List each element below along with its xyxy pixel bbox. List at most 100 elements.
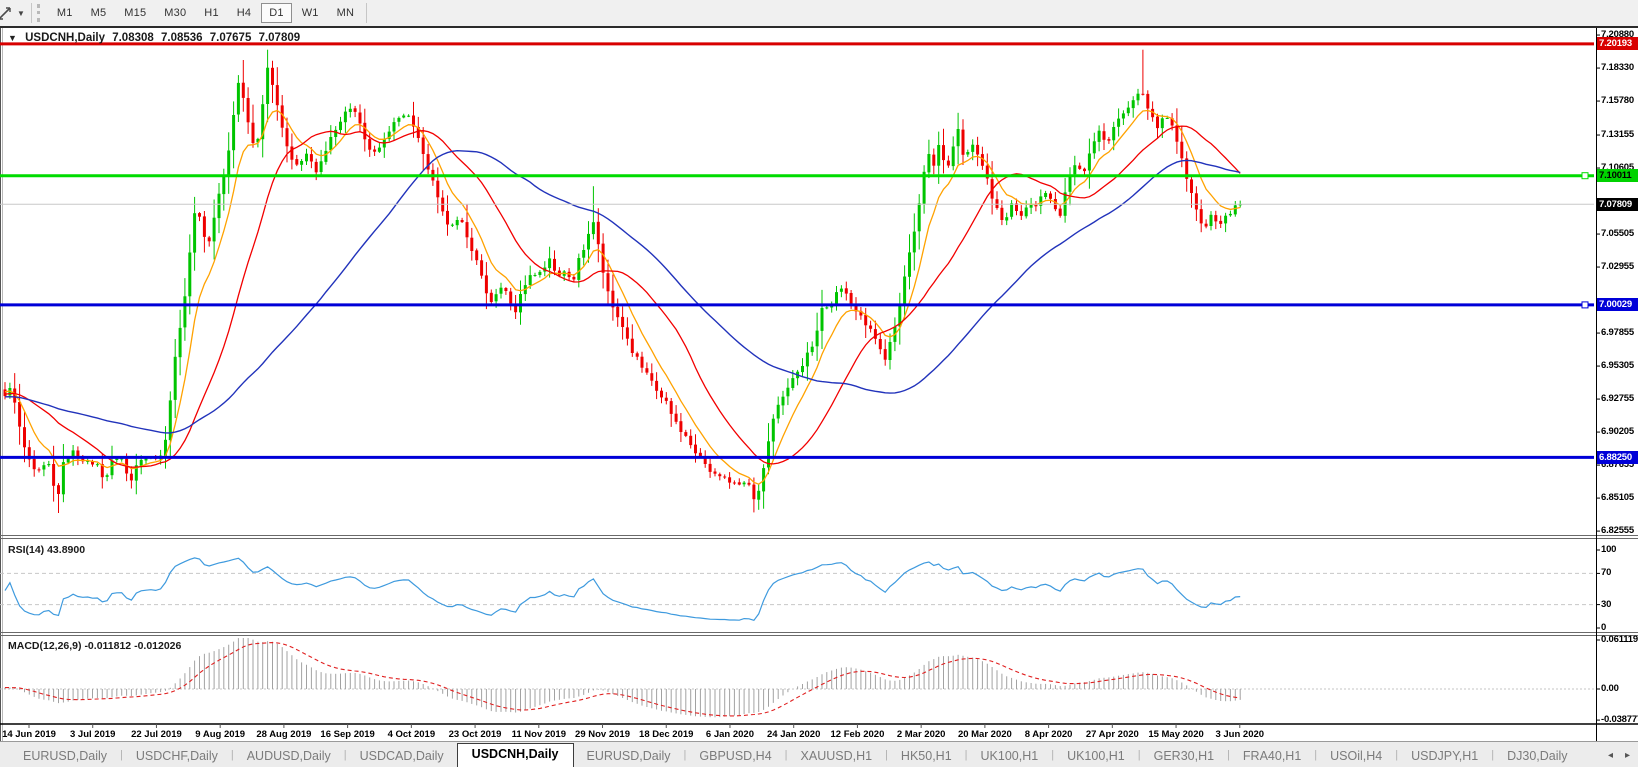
rsi-line [4,557,1241,621]
resistance-mid-handle[interactable] [1581,172,1589,180]
tabs-scroll-right-icon[interactable]: ▸ [1624,749,1630,761]
timeframe-button-m5[interactable]: M5 [90,7,107,19]
timeframe-button-m1[interactable]: M1 [56,7,73,19]
timeframe-toolbar: ▼ M1 M5 M15 M30 H1 H4 D1 W1 MN [0,0,1638,27]
timeframe-button-h1[interactable]: H1 [204,7,219,19]
rsi-tick-label: 0 [1601,622,1607,633]
chart-window[interactable]: ▼ USDCNH,Daily 7.08308 7.08536 7.07675 7… [0,26,1638,743]
tab-divider: | [964,749,968,761]
support-psych-handle[interactable] [1581,301,1589,309]
toolbar-separator [366,3,368,23]
timeframe-button-d1[interactable]: D1 [261,3,292,23]
timeframe-button-mn[interactable]: MN [336,7,355,19]
price-tick-label: 6.90205 [1601,426,1634,438]
timeframe-button-m15[interactable]: M15 [124,7,147,19]
chart-tab-audusd-daily[interactable]: AUDUSD,Daily [246,749,331,763]
date-tick-label: 3 Jul 2019 [70,729,116,740]
tab-divider: | [1137,749,1141,761]
tab-divider: | [1051,749,1055,761]
chart-tab-usoil-h4[interactable]: USOil,H4 [1330,749,1383,763]
tabs-scroll-left-icon[interactable]: ◂ [1607,749,1613,761]
date-tick-label: 23 Oct 2019 [448,729,502,740]
rsi-tick-label: 30 [1601,598,1612,610]
ma-slow-line [4,149,1241,434]
date-tick-label: 28 Aug 2019 [256,729,312,740]
window-border [0,28,1,741]
ohlc-close: 7.07809 [258,32,301,44]
price-tick-label: 6.97855 [1601,327,1634,339]
chart-tab-uk100-h1[interactable]: UK100,H1 [980,749,1039,763]
tab-divider: | [343,749,347,761]
tab-divider: | [1395,749,1399,761]
timeframe-button-m30[interactable]: M30 [164,7,187,19]
chart-tab-uk100-h1[interactable]: UK100,H1 [1067,749,1125,763]
candles [3,49,1242,513]
tab-divider: | [120,749,123,761]
collapse-caret-icon[interactable]: ▼ [8,33,17,43]
macd-tick-label: 0.061119 [1601,633,1638,645]
toolbar-separator [30,3,32,23]
ohlc-low: 7.07675 [209,32,252,44]
date-tick-label: 20 Mar 2020 [957,729,1012,740]
timeframe-button-w1[interactable]: W1 [301,7,319,19]
date-tick-label: 8 Apr 2020 [1024,729,1073,740]
chart-tab-xauusd-h1[interactable]: XAUUSD,H1 [800,749,873,763]
rsi-tick-label: 70 [1601,567,1612,579]
date-tick-label: 16 Sep 2019 [320,729,375,740]
price-tick-label: 6.92755 [1601,393,1634,405]
chart-symbol-period: USDCNH,Daily [25,32,106,44]
toolbar-grip-handle[interactable] [36,4,44,22]
date-tick-label: 12 Feb 2020 [830,729,885,740]
crosshair-tool-button[interactable]: ▼ [0,2,28,24]
chart-tab-usdjpy-h1[interactable]: USDJPY,H1 [1411,749,1479,763]
price-badge-7.07809: 7.07809 [1597,197,1638,211]
rsi-tick-label: 100 [1601,544,1617,555]
price-badge-6.88250: 6.88250 [1597,450,1638,464]
chart-tab-usdcad-daily[interactable]: USDCAD,Daily [359,749,444,763]
macd-indicator-label: MACD(12,26,9) -0.011812 -0.012026 [8,640,182,652]
candlestick-plot[interactable] [0,28,1638,743]
date-tick-label: 9 Aug 2019 [195,729,246,740]
macd-tick-label: 0.00 [1601,683,1619,694]
chart-tab-gbpusd-h4[interactable]: GBPUSD,H4 [699,749,772,763]
macd-tick-label: -0.038777 [1601,714,1638,726]
chart-tab-usdchf-daily[interactable]: USDCHF,Daily [135,749,218,763]
date-tick-label: 24 Jan 2020 [767,729,821,740]
timeframe-button-h4[interactable]: H4 [236,7,252,19]
macd-signal-line [5,642,1241,717]
price-tick-label: 7.05505 [1601,228,1634,240]
price-tick-label: 7.15780 [1601,95,1634,107]
chart-tab-eurusd-daily[interactable]: EURUSD,Daily [586,749,671,763]
price-tick-label: 6.87655 [1601,459,1634,471]
macd-histogram [4,638,1241,718]
date-tick-label: 22 Jul 2019 [131,729,182,740]
tab-divider: | [1314,749,1318,761]
price-tick-label: 7.02955 [1601,261,1634,273]
date-tick-label: 2 Mar 2020 [896,729,946,740]
date-tick-label: 11 Nov 2019 [511,729,566,740]
price-tick-label: 6.95305 [1601,360,1634,372]
price-badge-7.00029: 7.00029 [1597,298,1638,312]
tab-divider: | [1227,749,1230,761]
timeframe-buttons: M1 M5 M15 M30 H1 H4 D1 W1 MN [48,3,363,23]
window-border [2,28,3,741]
chevron-down-icon: ▼ [17,8,25,18]
chart-tab-usdcnh-daily[interactable]: USDCNH,Daily [456,743,574,767]
price-tick-label: 6.82555 [1601,525,1634,537]
price-tick-label: 7.18330 [1601,62,1634,74]
chart-tab-hk50-h1[interactable]: HK50,H1 [900,749,952,763]
chart-tab-fra40-h1[interactable]: FRA40,H1 [1242,749,1302,763]
chart-tab-bar: EURUSD,Daily | USDCHF,Daily | AUDUSD,Daily | U… [0,741,1638,767]
date-tick-label: 4 Oct 2019 [387,729,436,740]
chart-tab-eurusd-daily[interactable]: EURUSD,Daily [23,749,108,763]
chart-tab-ger30-h1[interactable]: GER30,H1 [1153,749,1215,763]
tab-divider: | [230,749,234,761]
chart-title: ▼ USDCNH,Daily 7.08308 7.08536 7.07675 7… [8,32,304,44]
tab-divider: | [885,749,888,761]
price-tick-label: 7.10605 [1601,162,1634,174]
tab-divider: | [1491,749,1495,761]
date-tick-label: 29 Nov 2019 [575,729,630,740]
price-tick-label: 7.20880 [1601,29,1634,41]
chart-tab-dj30-daily[interactable]: DJ30,Daily [1507,749,1568,763]
